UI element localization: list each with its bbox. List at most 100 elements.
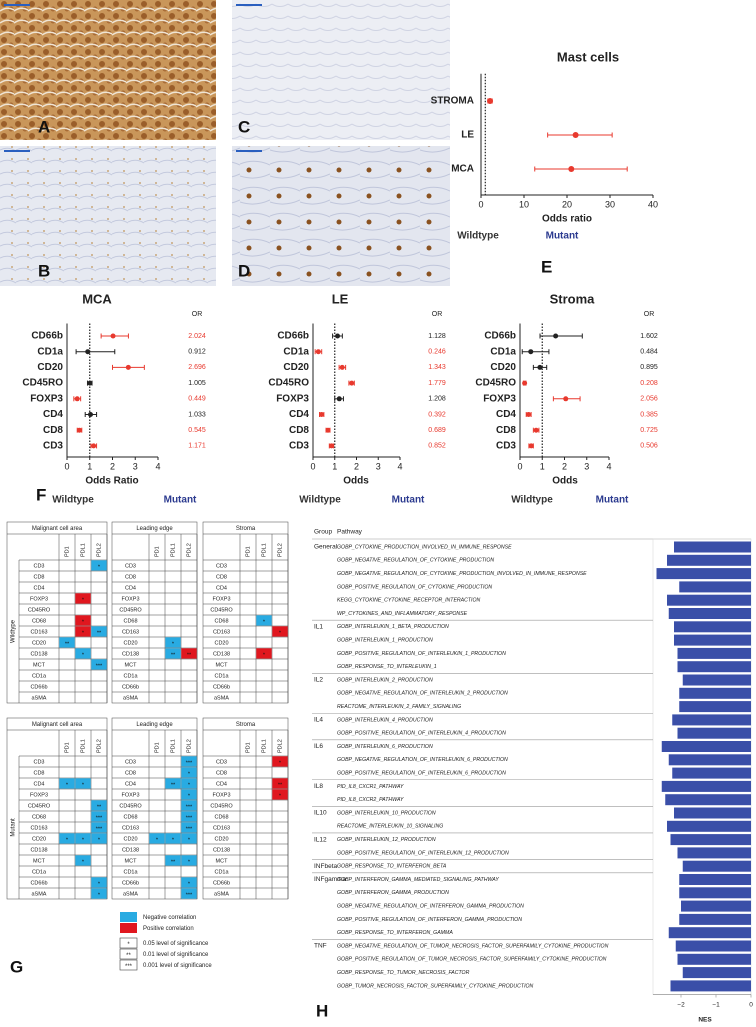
marker-label: CD68 (214, 618, 228, 624)
category-label: CD20 (490, 362, 516, 373)
correlation-cell (59, 833, 75, 844)
point (339, 364, 345, 370)
x-tick-label: 2 (110, 461, 115, 471)
significance-mark: * (188, 859, 191, 865)
category-label: CD4 (289, 409, 309, 420)
pathway-name: GOBP_INTERLEUKIN_1_BETA_PRODUCTION (337, 624, 449, 630)
significance-mark: *** (186, 892, 193, 898)
correlation-cell (181, 822, 197, 833)
legend-swatch (120, 923, 137, 933)
significance-mark: * (82, 837, 85, 843)
correlation-cell (181, 811, 197, 822)
group-name: IL4 (314, 717, 323, 724)
legend-label: Wildtype (457, 231, 499, 242)
or-value: 2.696 (188, 364, 206, 371)
marker-label: aSMA (214, 695, 229, 701)
pathway-name: GOBP_POSITIVE_REGULATION_OF_INTERLEUKIN_… (337, 770, 506, 776)
category-label: CD4 (43, 409, 63, 420)
point (522, 380, 528, 386)
or-value: 1.005 (188, 380, 206, 387)
or-value: 0.895 (640, 364, 658, 371)
correlation-cell (181, 855, 197, 866)
legend-label: Positive correlation (143, 926, 194, 932)
marker-label: CD8 (125, 574, 136, 580)
or-value: 2.024 (188, 333, 206, 340)
legend-swatch (120, 912, 137, 922)
marker-label: CD45RO (210, 803, 233, 809)
marker-label: CD4 (216, 781, 227, 787)
correlation-cell (181, 833, 197, 844)
correlation-cell (272, 778, 288, 789)
histology-image (232, 0, 450, 140)
legend-symbol: * (127, 942, 130, 948)
panel-label: D (238, 261, 250, 280)
legend-box (119, 959, 138, 971)
marker-label: CD20 (123, 836, 137, 842)
significance-mark: ** (278, 782, 283, 788)
category-label: FOXP3 (483, 393, 516, 404)
marker-label: MCT (216, 858, 229, 864)
pathway-name: GOBP_NEGATIVE_REGULATION_OF_CYTOKINE_PRO… (337, 558, 494, 564)
bar (682, 860, 751, 872)
or-value: 0.208 (640, 380, 658, 387)
pathway-name: GOBP_NEGATIVE_REGULATION_OF_INTERLEUKIN_… (337, 691, 508, 697)
chart-title: Mast cells (557, 49, 619, 64)
marker-label: FOXP3 (121, 792, 139, 798)
point (528, 443, 534, 449)
correlation-cell (91, 560, 107, 571)
or-value: 1.128 (428, 333, 446, 340)
significance-mark: ** (65, 641, 70, 647)
point (528, 349, 534, 355)
marker-label: CD163 (213, 825, 230, 831)
point (336, 396, 342, 402)
table-title: Malignant cell area (32, 526, 83, 532)
significance-mark: * (279, 630, 282, 636)
or-value: 0.506 (640, 443, 658, 450)
marker-label: aSMA (123, 695, 138, 701)
x-tick-label: 1 (87, 461, 92, 471)
marker-label: CD66b (122, 880, 139, 886)
marker-label: FOXP3 (121, 596, 139, 602)
x-tick-label: 0 (478, 199, 483, 209)
bar (661, 741, 751, 752)
pathway-name: GOBP_POSITIVE_REGULATION_OF_TUMOR_NECROS… (337, 957, 607, 963)
pathway-name: GOBP_RESPONSE_TO_TUMOR_NECROSIS_FACTOR (337, 970, 470, 976)
marker-label: CD45RO (210, 607, 233, 613)
marker-label: CD68 (214, 814, 228, 820)
pathway-name: GOBP_CYTOKINE_PRODUCTION_INVOLVED_IN_IMM… (337, 544, 512, 550)
marker-label: CD20 (123, 640, 137, 646)
or-value: 0.385 (640, 411, 658, 418)
marker-label: FOXP3 (30, 792, 48, 798)
pathway-name: GOBP_INTERLEUKIN_4_PRODUCTION (337, 717, 433, 723)
bar (677, 847, 751, 859)
correlation-cell (91, 822, 107, 833)
category-label: CD45RO (22, 378, 63, 389)
chart-title: Stroma (550, 291, 596, 306)
or-value: 1.033 (188, 411, 206, 418)
group-name: INFgamma (314, 876, 347, 883)
pathway-name: GOBP_RESPONSE_TO_INTERFERON_BETA (337, 864, 447, 870)
significance-mark: * (279, 793, 282, 799)
category-label: CD1a (490, 346, 516, 357)
legend-symbol: ** (126, 953, 131, 959)
x-tick-label: 0 (749, 1001, 753, 1008)
group-label: Mutant (11, 818, 17, 837)
marker-label: CD3 (125, 759, 136, 765)
or-value: 0.484 (640, 349, 658, 356)
correlation-cell (165, 778, 181, 789)
category-label: CD20 (37, 362, 63, 373)
group-name: IL1 (314, 624, 323, 631)
x-tick-label: −2 (677, 1001, 685, 1008)
bar (668, 927, 751, 939)
x-tick-label: 2 (562, 461, 567, 471)
marker-label: aSMA (123, 891, 138, 897)
bar (667, 594, 751, 606)
legend-label: Negative correlation (143, 915, 196, 921)
category-label: CD20 (283, 362, 309, 373)
point (533, 427, 539, 433)
marker-label: CD1a (214, 673, 229, 679)
category-label: FOXP3 (30, 393, 63, 404)
correlation-cell (91, 833, 107, 844)
significance-mark: ** (97, 804, 102, 810)
x-tick-label: 3 (133, 461, 138, 471)
